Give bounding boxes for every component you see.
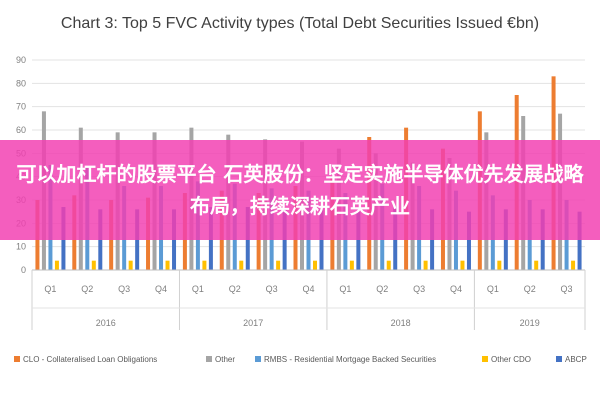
legend-swatch — [255, 356, 261, 362]
bar — [386, 260, 391, 270]
x-tick-label: Q3 — [413, 284, 425, 294]
bar — [313, 260, 317, 270]
bar — [466, 211, 471, 270]
x-tick-label: Q1 — [44, 284, 56, 294]
x-tick-label: Q3 — [118, 284, 130, 294]
bar — [239, 260, 244, 270]
bar — [460, 260, 465, 270]
bar — [356, 211, 361, 270]
legend-swatch — [206, 356, 212, 362]
overlay-text: 可以加杠杆的股票平台 石英股份：坚定实施半导体优先发展战略布局，持续深耕石英产业 — [16, 162, 584, 218]
bar — [91, 260, 96, 270]
x-tick-label: Q2 — [81, 284, 93, 294]
legend-label: RMBS - Residential Mortgage Backed Secur… — [264, 355, 436, 364]
x-tick-label: Q3 — [266, 284, 278, 294]
year-label: 2019 — [520, 318, 540, 328]
legend-swatch — [14, 356, 20, 362]
legend-label: Other — [215, 355, 235, 364]
x-tick-label: Q2 — [229, 284, 241, 294]
y-tick-label: 0 — [21, 265, 26, 275]
bar — [128, 260, 133, 270]
bar — [534, 260, 539, 270]
x-tick-label: Q2 — [376, 284, 388, 294]
overlay-banner: 可以加杠杆的股票平台 石英股份：坚定实施半导体优先发展战略布局，持续深耕石英产业 — [0, 140, 600, 240]
x-axis: Q1 Q2 Q3 Q4 Q1 Q2 Q3 Q4 Q1 Q2 Q3 Q4 Q1 Q2 Q3 2016 2017 20… — [31, 269, 586, 330]
legend-label: ABCP — [565, 355, 587, 364]
legend: CLO - Collateralised Loan Obligations Oth… — [14, 355, 587, 364]
x-tick-label: Q1 — [192, 284, 204, 294]
y-tick-label: 80 — [16, 78, 26, 88]
y-tick-label: 10 — [16, 242, 26, 252]
y-tick-label: 60 — [16, 125, 26, 135]
bar — [349, 260, 354, 270]
bar — [54, 260, 59, 270]
bar — [165, 260, 170, 270]
x-tick-label: Q1 — [487, 284, 499, 294]
x-tick-label: Q4 — [302, 284, 314, 294]
chart-title: Chart 3: Top 5 FVC Activity types (Total… — [61, 15, 539, 32]
bar — [202, 260, 207, 270]
legend-swatch — [556, 356, 562, 362]
x-tick-label: Q2 — [524, 284, 536, 294]
x-tick-label: Q4 — [450, 284, 462, 294]
x-tick-label: Q4 — [155, 284, 167, 294]
y-tick-label: 70 — [16, 102, 26, 112]
bar — [571, 260, 576, 270]
year-label: 2016 — [96, 318, 116, 328]
year-label: 2018 — [391, 318, 411, 328]
bar — [276, 260, 281, 270]
y-tick-label: 90 — [16, 55, 26, 65]
legend-swatch — [482, 356, 488, 362]
bar — [497, 260, 502, 270]
legend-label: CLO - Collateralised Loan Obligations — [23, 355, 157, 364]
year-label: 2017 — [243, 318, 263, 328]
x-tick-label: Q1 — [339, 284, 351, 294]
x-tick-label: Q3 — [561, 284, 573, 294]
bar — [577, 211, 582, 270]
legend-label: Other CDO — [491, 355, 531, 364]
bar — [423, 260, 428, 270]
